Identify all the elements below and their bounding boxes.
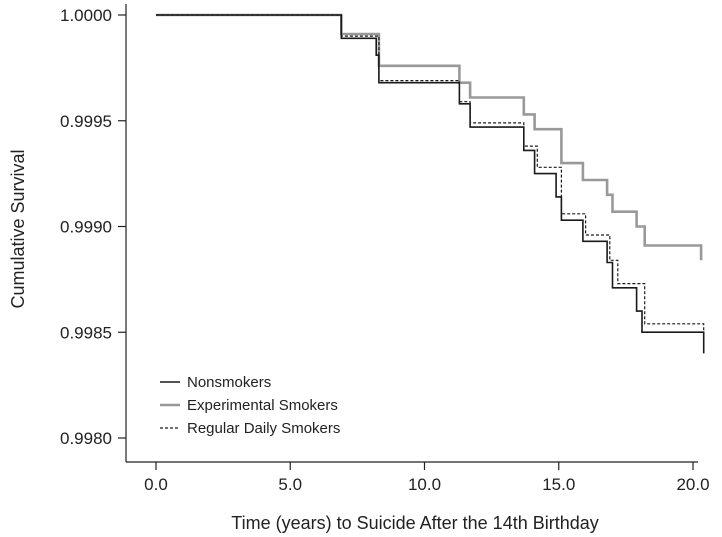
x-tick-label: 10.0 xyxy=(408,475,441,494)
series-line-nonsmokers xyxy=(156,14,705,354)
x-tick-label: 5.0 xyxy=(278,475,302,494)
x-axis-title: Time (years) to Suicide After the 14th B… xyxy=(231,513,599,533)
y-axis-title: Cumulative Survival xyxy=(8,149,28,308)
legend-label: Experimental Smokers xyxy=(187,397,338,414)
x-tick-label: 15.0 xyxy=(542,475,575,494)
y-tick-label: 1.0000 xyxy=(60,6,112,25)
axes: 0.9980 0.9985 0.9990 0.9995 1.0000 0.0 5.0 10.0… xyxy=(60,4,710,494)
x-tick-label: 20.0 xyxy=(676,475,709,494)
y-tick-label: 0.9985 xyxy=(60,323,112,342)
y-tick-label: 0.9990 xyxy=(60,218,112,237)
y-tick-label: 0.9995 xyxy=(60,112,112,131)
series-line-regular-daily-smokers xyxy=(156,14,705,341)
legend-label: Regular Daily Smokers xyxy=(187,420,340,437)
legend-label: Nonsmokers xyxy=(187,374,271,391)
y-tick-label: 0.9980 xyxy=(60,429,112,448)
series-layer xyxy=(156,13,705,354)
series-line-experimental-smokers xyxy=(156,13,703,261)
x-tick-label: 0.0 xyxy=(144,475,168,494)
legend: Nonsmokers Experimental Smokers Regular Da… xyxy=(160,374,340,437)
